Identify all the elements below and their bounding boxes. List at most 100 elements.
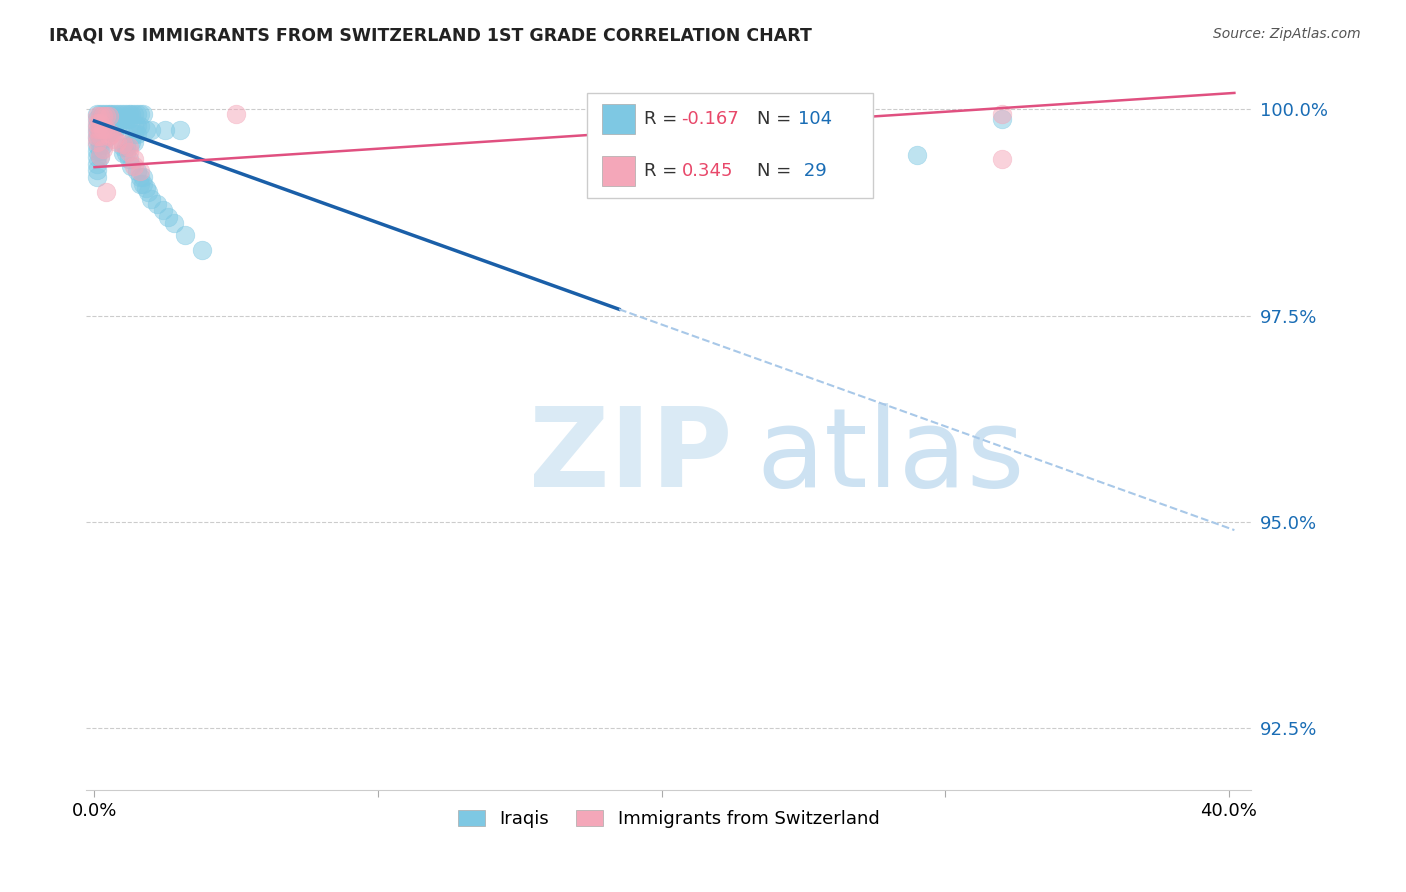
Point — [91, 109, 114, 123]
Point — [86, 131, 108, 145]
Point — [86, 125, 108, 139]
Point — [105, 136, 128, 150]
Point — [97, 112, 120, 127]
Text: R =: R = — [644, 111, 683, 128]
Point — [128, 164, 150, 178]
Point — [117, 106, 139, 120]
Text: IRAQI VS IMMIGRANTS FROM SWITZERLAND 1ST GRADE CORRELATION CHART: IRAQI VS IMMIGRANTS FROM SWITZERLAND 1ST… — [49, 27, 813, 45]
Text: 104: 104 — [799, 111, 832, 128]
Point — [94, 122, 117, 136]
Point — [135, 123, 157, 137]
Point — [91, 142, 114, 156]
Point — [111, 106, 134, 120]
Point — [122, 152, 145, 166]
Point — [97, 106, 120, 120]
Point — [117, 145, 139, 160]
Point — [125, 119, 148, 133]
Point — [89, 148, 111, 162]
Point — [100, 127, 122, 141]
Point — [97, 125, 120, 139]
Point — [89, 112, 111, 127]
Point — [117, 139, 139, 153]
Point — [117, 112, 139, 127]
Point — [174, 227, 197, 242]
Point — [91, 137, 114, 152]
Point — [86, 128, 108, 143]
Point — [86, 163, 108, 178]
Point — [89, 119, 111, 133]
Point — [94, 185, 117, 199]
Point — [991, 152, 1014, 166]
Point — [86, 137, 108, 152]
Point — [120, 136, 142, 150]
Point — [125, 127, 148, 141]
Point — [100, 106, 122, 120]
Point — [122, 127, 145, 141]
FancyBboxPatch shape — [602, 155, 636, 186]
Point — [86, 109, 108, 123]
Text: R =: R = — [644, 161, 683, 180]
Point — [125, 106, 148, 120]
Point — [89, 144, 111, 158]
Point — [91, 119, 114, 133]
Text: Source: ZipAtlas.com: Source: ZipAtlas.com — [1213, 27, 1361, 41]
Point — [91, 122, 114, 136]
Point — [91, 106, 114, 120]
Point — [128, 106, 150, 120]
Point — [86, 144, 108, 158]
Text: N =: N = — [758, 111, 797, 128]
Point — [91, 112, 114, 127]
Point — [94, 112, 117, 127]
Point — [155, 123, 177, 137]
Point — [138, 185, 160, 199]
Point — [103, 112, 125, 127]
Point — [131, 106, 153, 120]
Point — [89, 109, 111, 123]
Point — [108, 119, 131, 133]
Point — [111, 112, 134, 127]
Point — [114, 146, 136, 161]
Point — [100, 112, 122, 127]
Point — [991, 106, 1014, 120]
Point — [122, 106, 145, 120]
FancyBboxPatch shape — [588, 93, 873, 198]
Point — [122, 136, 145, 150]
Point — [131, 177, 153, 191]
Point — [103, 132, 125, 146]
Point — [146, 197, 169, 211]
Point — [122, 119, 145, 133]
Point — [225, 106, 247, 120]
Legend: Iraqis, Immigrants from Switzerland: Iraqis, Immigrants from Switzerland — [451, 803, 887, 835]
Text: -0.167: -0.167 — [682, 111, 740, 128]
Point — [169, 123, 191, 137]
Point — [191, 243, 214, 257]
Point — [105, 119, 128, 133]
Point — [100, 119, 122, 133]
Point — [128, 170, 150, 185]
Point — [114, 106, 136, 120]
Point — [89, 128, 111, 143]
Point — [114, 112, 136, 127]
Point — [91, 125, 114, 139]
Point — [89, 150, 111, 164]
Point — [125, 164, 148, 178]
Point — [89, 137, 111, 152]
Point — [94, 131, 117, 145]
Point — [86, 170, 108, 185]
Point — [86, 119, 108, 133]
Point — [792, 136, 814, 150]
Point — [103, 106, 125, 120]
Point — [97, 128, 120, 143]
Point — [86, 112, 108, 127]
Text: 0.345: 0.345 — [682, 161, 733, 180]
Point — [89, 115, 111, 129]
Point — [141, 123, 163, 137]
Point — [152, 202, 174, 217]
Point — [86, 150, 108, 164]
Point — [128, 177, 150, 191]
Point — [131, 170, 153, 185]
Point — [120, 106, 142, 120]
Point — [91, 131, 114, 145]
Point — [120, 159, 142, 173]
Point — [111, 137, 134, 152]
